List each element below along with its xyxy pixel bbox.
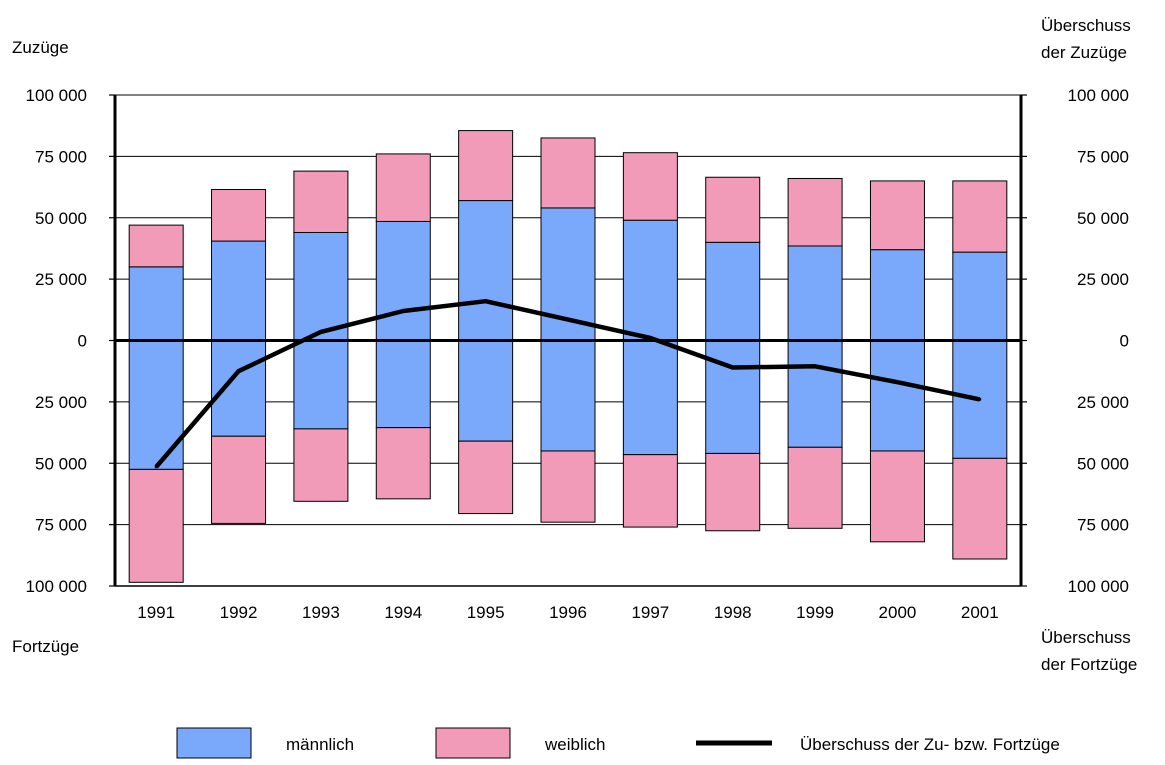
bar-maennlich-zuzuege <box>211 240 267 341</box>
x-tick-label: 1997 <box>631 603 669 622</box>
bar-maennlich-fortzuege <box>540 340 596 452</box>
left-tick-label: 25 000 <box>35 270 87 289</box>
bar-maennlich-fortzuege <box>375 340 431 429</box>
bar-maennlich-zuzuege <box>458 200 514 341</box>
ueberschuss-point <box>484 299 488 303</box>
bar-weiblich-fortzuege <box>293 428 349 502</box>
bar-weiblich-fortzuege <box>952 457 1008 560</box>
x-tick-label: 1996 <box>549 603 587 622</box>
bar-maennlich-fortzuege <box>705 340 761 454</box>
bar-maennlich-zuzuege <box>622 219 678 341</box>
bar-weiblich-fortzuege <box>375 427 431 500</box>
right-tick-label: 25 000 <box>1077 393 1129 412</box>
ueberschuss-point <box>401 309 405 313</box>
bar-maennlich-fortzuege <box>128 340 184 470</box>
bar-weiblich-fortzuege <box>705 452 761 532</box>
bar-weiblich-zuzuege <box>952 180 1008 253</box>
ueberschuss-point <box>154 465 158 469</box>
bar-maennlich-zuzuege <box>293 231 349 341</box>
x-tick-label: 1995 <box>467 603 505 622</box>
left-tick-label: 0 <box>78 332 87 351</box>
ueberschuss-point <box>319 330 323 334</box>
bar-maennlich-fortzuege <box>622 340 678 456</box>
bar-weiblich-zuzuege <box>458 130 514 202</box>
right-axis-title-top-line2: der Zuzüge <box>1041 43 1127 62</box>
bar-maennlich-zuzuege <box>952 251 1008 341</box>
plot-area: 100 000 100 000 75 000 75 000 50 000 50 000 25… <box>26 86 1129 622</box>
x-tick-label: 2001 <box>961 603 999 622</box>
bar-weiblich-zuzuege <box>540 137 596 209</box>
x-tick-label: 1993 <box>302 603 340 622</box>
ueberschuss-point <box>731 366 735 370</box>
right-tick-label: 50 000 <box>1077 454 1129 473</box>
bar-weiblich-zuzuege <box>293 170 349 233</box>
right-tick-label: 25 000 <box>1077 270 1129 289</box>
bar-maennlich-fortzuege <box>211 340 267 437</box>
ueberschuss-point <box>237 369 241 373</box>
x-tick-label: 1999 <box>796 603 834 622</box>
x-tick-label: 1992 <box>220 603 258 622</box>
bar-weiblich-zuzuege <box>375 153 431 222</box>
bar-maennlich-zuzuege <box>705 241 761 341</box>
bar-weiblich-fortzuege <box>211 435 267 524</box>
ueberschuss-point <box>813 364 817 368</box>
legend-swatch-maennlich <box>176 727 252 759</box>
bar-weiblich-zuzuege <box>211 189 267 242</box>
bar-weiblich-fortzuege <box>540 450 596 523</box>
left-tick-label: 75 000 <box>35 516 87 535</box>
left-axis-title-top: Zuzüge <box>12 38 69 57</box>
bar-weiblich-zuzuege <box>705 176 761 243</box>
legend-label-maennlich: männlich <box>286 735 354 754</box>
bar-weiblich-zuzuege <box>787 177 843 247</box>
bar-weiblich-fortzuege <box>869 450 925 543</box>
bar-maennlich-zuzuege <box>787 245 843 341</box>
left-axis-title-bottom: Fortzüge <box>12 637 79 656</box>
legend-label-ueberschuss: Überschuss der Zu- bzw. Fortzüge <box>800 735 1060 754</box>
bar-maennlich-fortzuege <box>787 340 843 448</box>
bar-weiblich-fortzuege <box>128 468 184 583</box>
right-axis-title-top-line1: Überschuss <box>1041 16 1131 35</box>
bar-maennlich-zuzuege <box>128 266 184 342</box>
bar-weiblich-zuzuege <box>869 180 925 251</box>
right-tick-label: 50 000 <box>1077 209 1129 228</box>
bar-weiblich-fortzuege <box>787 446 843 529</box>
left-tick-label: 50 000 <box>35 454 87 473</box>
bar-weiblich-zuzuege <box>128 224 184 268</box>
bar-maennlich-fortzuege <box>952 340 1008 459</box>
right-axis-title-bottom-line2: der Fortzüge <box>1041 655 1137 674</box>
right-tick-label: 75 000 <box>1077 516 1129 535</box>
right-tick-label: 75 000 <box>1077 147 1129 166</box>
x-tick-label: 2000 <box>879 603 917 622</box>
left-tick-label: 100 000 <box>26 86 87 105</box>
bar-weiblich-zuzuege <box>622 152 678 221</box>
bar-weiblich-fortzuege <box>622 454 678 528</box>
right-tick-label: 100 000 <box>1068 577 1129 596</box>
legend-swatch-weiblich <box>435 727 511 759</box>
bar-maennlich-fortzuege <box>293 340 349 430</box>
x-tick-label: 1994 <box>384 603 422 622</box>
legend: männlich weiblich Überschuss der Zu- bzw. … <box>176 727 1060 759</box>
x-tick-label: 1991 <box>137 603 175 622</box>
right-tick-label: 0 <box>1120 332 1129 351</box>
left-tick-label: 50 000 <box>35 209 87 228</box>
legend-label-weiblich: weiblich <box>544 735 605 754</box>
bar-maennlich-fortzuege <box>869 340 925 452</box>
bar-maennlich-zuzuege <box>869 249 925 341</box>
x-tick-label: 1998 <box>714 603 752 622</box>
ueberschuss-point <box>566 318 570 322</box>
bar-maennlich-zuzuege <box>375 220 431 341</box>
right-axis-title-bottom-line1: Überschuss <box>1041 628 1131 647</box>
ueberschuss-point <box>648 336 652 340</box>
ueberschuss-point <box>978 397 982 401</box>
left-tick-label: 100 000 <box>26 577 87 596</box>
bar-maennlich-fortzuege <box>458 340 514 442</box>
ueberschuss-point <box>895 380 899 384</box>
right-tick-label: 100 000 <box>1068 86 1129 105</box>
bar-weiblich-fortzuege <box>458 440 514 515</box>
left-tick-label: 25 000 <box>35 393 87 412</box>
left-tick-label: 75 000 <box>35 147 87 166</box>
